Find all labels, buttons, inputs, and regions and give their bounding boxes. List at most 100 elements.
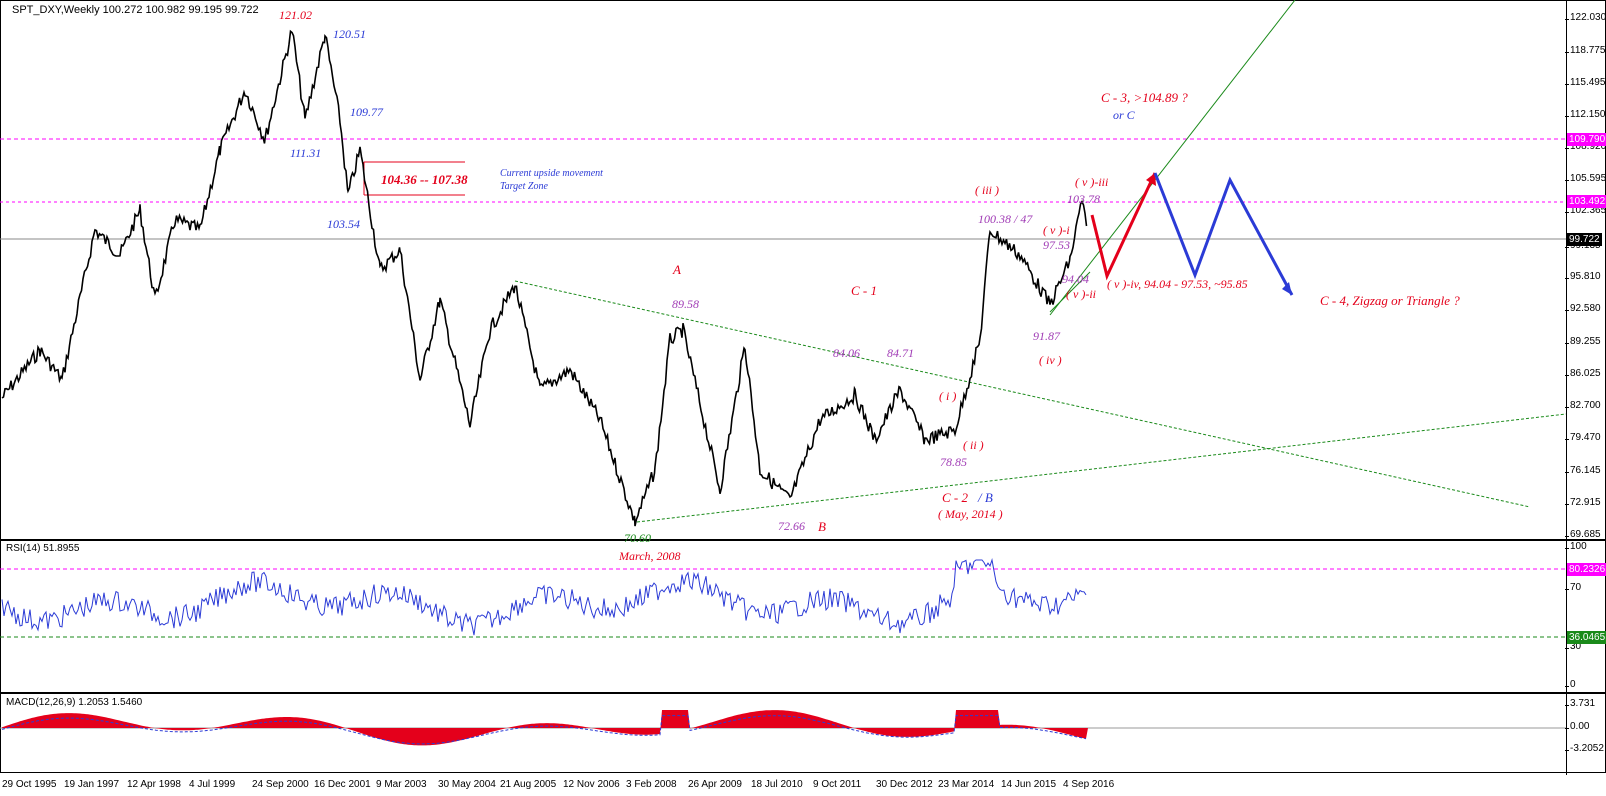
label-120: 120.51: [333, 27, 366, 41]
rsi-tag-36: 36.0465: [1567, 631, 1606, 644]
wave-C1-label: C - 1: [851, 283, 877, 298]
wave-C4-label: C - 4, Zigzag or Triangle ?: [1320, 293, 1460, 308]
macd-y-tick: 3.731: [1564, 698, 1596, 709]
y-tick: 92.580: [1565, 303, 1601, 314]
rsi-y-tick: 70: [1564, 582, 1582, 593]
y-tick: 112.150: [1564, 109, 1606, 120]
macd-pane[interactable]: [0, 693, 1606, 773]
level-tag-103: 103.492: [1567, 195, 1606, 208]
wave-v-iv-label: ( v )-iv, 94.04 - 97.53, ~95.85: [1107, 277, 1248, 291]
x-tick: 24 Sep 2000: [252, 779, 309, 790]
rising-trend-line-2: [1049, 271, 1091, 313]
label-91-87: 91.87: [1033, 329, 1060, 343]
wave-v-iii-label: ( v )-iii: [1075, 175, 1109, 189]
wave-iv-label: ( iv ): [1039, 353, 1062, 367]
y-tick: 95.810: [1565, 271, 1601, 282]
x-tick: 16 Dec 2001: [314, 779, 371, 790]
rsi-series-line: [1, 558, 1087, 636]
label-100-38: 100.38 / 47: [978, 212, 1033, 226]
wave-C3-label: C - 3, >104.89 ?: [1101, 90, 1188, 105]
y-tick: 82.700: [1565, 400, 1601, 411]
march-2008-label: March, 2008: [619, 549, 681, 563]
lower-triangle-line: [636, 413, 1567, 523]
blue-arrowhead: [1282, 282, 1292, 295]
x-tick: 12 Apr 1998: [127, 779, 181, 790]
label-103-78: 103.78: [1067, 192, 1100, 206]
target-zone-text: Target Zone: [500, 181, 548, 192]
x-tick: 14 Jun 2015: [1001, 779, 1057, 790]
wave-v-ii-label: ( v )-ii: [1066, 287, 1096, 301]
blue-projection-arrow: [1153, 172, 1294, 296]
x-tick: 9 Mar 2003: [376, 779, 427, 790]
label-72-66: 72.66: [778, 519, 805, 533]
label-89: 89.58: [672, 297, 699, 311]
label-70-60: 70.60: [624, 531, 651, 545]
x-tick: 29 Oct 1995: [2, 779, 57, 790]
upper-triangle-line: [514, 280, 1531, 508]
wave-B-label: B: [818, 519, 826, 534]
label-84-71: 84.71: [887, 346, 914, 360]
rsi-y-tick: 30: [1564, 641, 1582, 652]
x-tick: 26 Apr 2009: [688, 779, 742, 790]
red-arrowhead: [1146, 173, 1156, 186]
rsi-pane[interactable]: [0, 540, 1606, 693]
macd-y-tick: -3.2052: [1565, 743, 1604, 754]
x-tick: 3 Feb 2008: [626, 779, 677, 790]
wave-C2-B-label: / B: [978, 490, 993, 505]
wave-or-C-label: or C: [1113, 108, 1135, 122]
current-price-tag: 99.722: [1567, 233, 1602, 246]
x-tick: 19 Jan 1997: [64, 779, 120, 790]
x-tick: 4 Jul 1999: [189, 779, 236, 790]
label-109-77: 109.77: [350, 105, 383, 119]
rsi-tag-80: 80.2326: [1567, 563, 1606, 576]
x-tick: 12 Nov 2006: [563, 779, 620, 790]
y-tick: 108.920: [1564, 141, 1606, 152]
wave-C2-label: C - 2: [942, 490, 968, 505]
price-chart-pane[interactable]: [0, 0, 1606, 540]
macd-y-tick: 0.00: [1564, 721, 1590, 732]
macd-title: MACD(12,26,9) 1.2053 1.5460: [6, 697, 143, 708]
rsi-title: RSI(14) 51.8955: [6, 543, 80, 554]
x-tick: 21 Aug 2005: [500, 779, 557, 790]
chart-title: SPT_DXY,Weekly 100.272 100.982 99.195 99…: [12, 4, 259, 16]
target-zone-label: 104.36 -- 107.38: [381, 172, 468, 187]
y-tick: 102.365: [1564, 205, 1606, 216]
current-movement-label: Current upside movement: [500, 168, 603, 179]
y-tick: 72.915: [1565, 497, 1601, 508]
y-tick: 89.255: [1565, 336, 1601, 347]
label-94-04: 94.04: [1062, 272, 1089, 286]
y-tick: 79.470: [1565, 432, 1601, 443]
wave-i-label: ( i ): [939, 389, 957, 403]
rsi-y-tick: 0: [1565, 679, 1576, 690]
macd-signal-line: [1, 715, 1087, 745]
level-tag-109: 109.790: [1567, 133, 1606, 146]
x-tick: 18 Jul 2010: [751, 779, 803, 790]
rising-trend-line: [1049, 0, 1296, 316]
wave-iii-label: ( iii ): [975, 183, 999, 197]
x-tick: 30 Dec 2012: [876, 779, 933, 790]
y-tick: 105.595: [1564, 173, 1606, 184]
price-series-line: [1, 29, 1088, 527]
label-84-06: 84.06: [833, 346, 860, 360]
y-tick: 76.145: [1565, 465, 1601, 476]
rsi-y-tick: 100: [1565, 541, 1587, 552]
y-tick: 122.030: [1564, 12, 1606, 23]
label-121: 121.02: [279, 8, 312, 22]
label-103-54: 103.54: [327, 217, 360, 231]
y-tick: 118.775: [1564, 45, 1606, 56]
wave-ii-label: ( ii ): [963, 438, 984, 452]
x-tick: 9 Oct 2011: [813, 779, 862, 790]
wave-A-label: A: [673, 262, 681, 277]
label-97-53: 97.53: [1043, 238, 1070, 252]
may-2014-label: ( May, 2014 ): [938, 507, 1003, 521]
x-tick: 30 May 2004: [438, 779, 496, 790]
wave-v-i-label: ( v )-i: [1043, 223, 1070, 237]
y-tick: 69.685: [1565, 529, 1601, 540]
red-projection-arrow: [1090, 172, 1157, 281]
x-tick: 4 Sep 2016: [1063, 779, 1115, 790]
x-tick: 23 Mar 2014: [938, 779, 995, 790]
macd-histogram: [2, 710, 1088, 746]
y-tick: 86.025: [1565, 368, 1601, 379]
price-axis-separator: [1566, 0, 1567, 775]
